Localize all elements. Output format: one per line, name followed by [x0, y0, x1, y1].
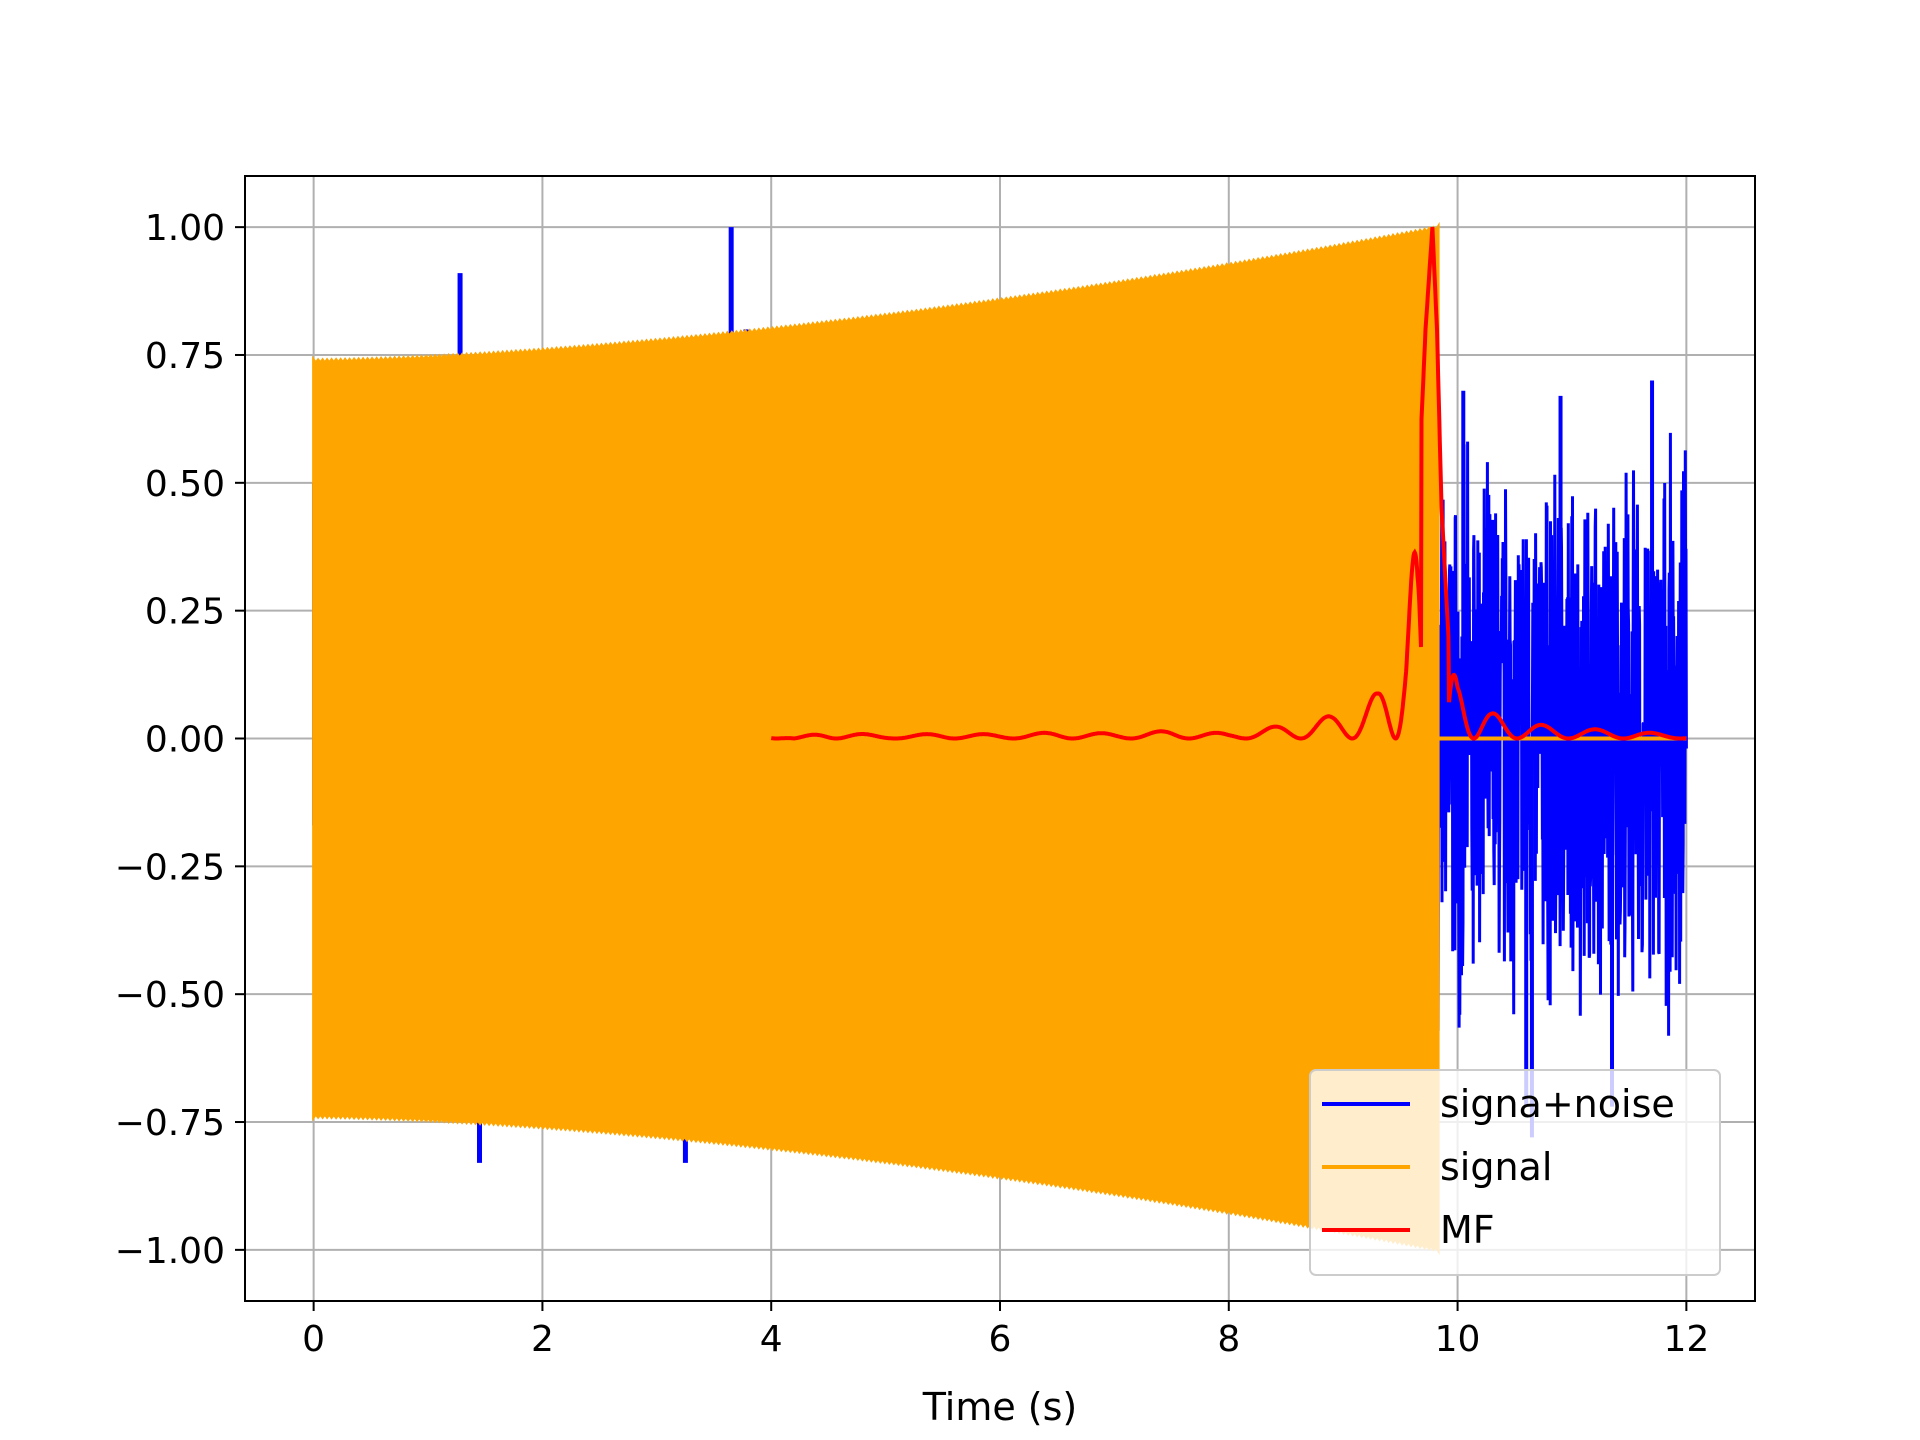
- y-tick-label: 0.00: [145, 720, 225, 761]
- y-tick-label: −0.25: [115, 847, 225, 888]
- x-tick-label: 10: [1435, 1319, 1481, 1360]
- y-tick-label: −1.00: [115, 1231, 225, 1272]
- series-mf-line: [770, 226, 1687, 741]
- axis-ticks: 0 2 4 6 8 10 12 1.00 0.75 0.50 0.25 0.00 −0.25 −0.50 −…: [115, 208, 1710, 1360]
- legend: signa+noise signal MF: [1309, 1069, 1721, 1276]
- y-tick-label: −0.75: [115, 1103, 225, 1144]
- x-axis-title: Time (s): [922, 1385, 1078, 1429]
- series-signa-noise-tail: [1436, 432, 1688, 1036]
- x-tick-label: 2: [531, 1319, 554, 1360]
- series-signal-oscillation: [312, 221, 1440, 1256]
- legend-box: [1309, 1069, 1721, 1276]
- legend-label: MF: [1440, 1208, 1495, 1252]
- y-tick-label: 1.00: [145, 208, 225, 249]
- x-tick-label: 4: [760, 1319, 783, 1360]
- legend-label: signa+noise: [1440, 1082, 1675, 1126]
- x-tick-label: 8: [1217, 1319, 1240, 1360]
- x-tick-label: 6: [989, 1319, 1012, 1360]
- y-tick-label: 0.75: [145, 336, 225, 377]
- series-mf: [770, 226, 1687, 741]
- x-tick-label: 12: [1663, 1319, 1709, 1360]
- y-tick-label: −0.50: [115, 975, 225, 1016]
- y-tick-label: 0.50: [145, 464, 225, 505]
- x-tick-label: 0: [302, 1319, 325, 1360]
- plot-area: [312, 221, 1688, 1256]
- y-tick-label: 0.25: [145, 592, 225, 633]
- legend-label: signal: [1440, 1145, 1552, 1189]
